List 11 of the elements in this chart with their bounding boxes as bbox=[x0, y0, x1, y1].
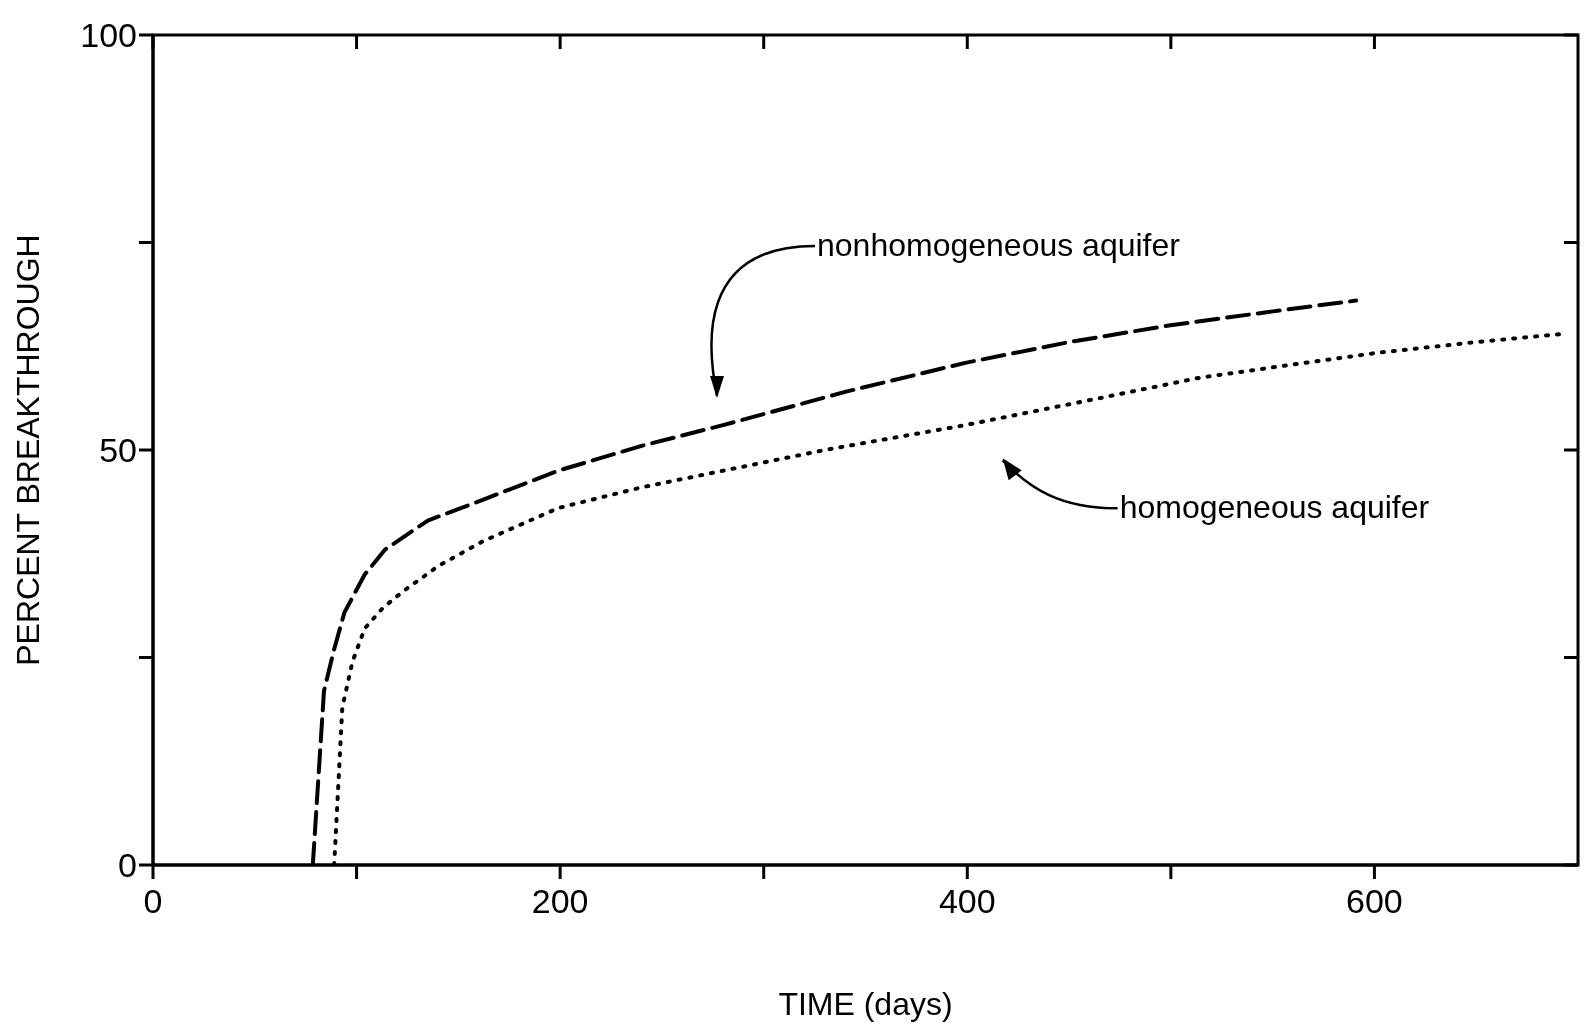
x-tick-label: 0 bbox=[143, 882, 163, 921]
x-tick-label: 400 bbox=[938, 882, 996, 921]
y-tick-label: 50 bbox=[99, 431, 137, 470]
x-axis-title: TIME (days) bbox=[778, 986, 953, 1022]
x-tick-label: 600 bbox=[1346, 882, 1403, 921]
annotation: homogeneous aquifer bbox=[1119, 489, 1430, 526]
y-tick-label: 0 bbox=[118, 846, 137, 885]
x-tick-label: 200 bbox=[531, 882, 589, 921]
annotation: nonhomogeneous aquifer bbox=[817, 227, 1181, 264]
y-tick-label: 100 bbox=[80, 16, 137, 55]
y-axis-title: PERCENT BREAKTHROUGH bbox=[10, 234, 47, 666]
